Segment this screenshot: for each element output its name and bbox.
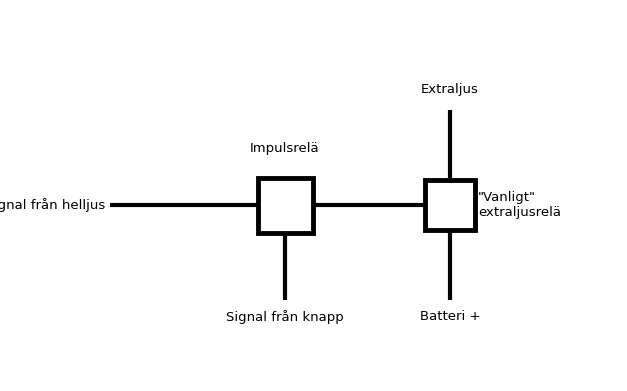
Text: "Vanligt"
extraljusrelä: "Vanligt" extraljusrelä xyxy=(478,191,561,219)
Text: Styrsignal från helljus: Styrsignal från helljus xyxy=(0,198,105,212)
Text: Impulsrelä: Impulsrelä xyxy=(250,142,320,155)
Text: Batteri +: Batteri + xyxy=(419,310,480,323)
Text: Extraljus: Extraljus xyxy=(421,83,479,96)
Bar xyxy=(425,180,475,230)
Bar xyxy=(258,178,312,233)
Text: Signal från knapp: Signal från knapp xyxy=(226,310,344,324)
